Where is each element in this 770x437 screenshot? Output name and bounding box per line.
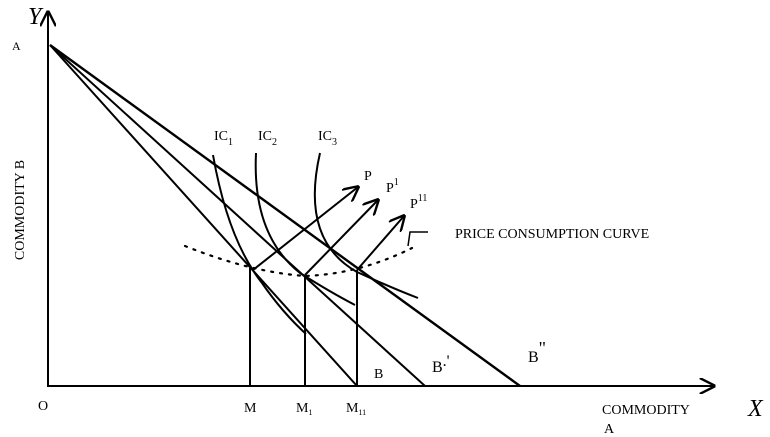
budget-line: [49, 44, 521, 387]
quantity-label: M: [244, 401, 257, 416]
curve-label: IC1: [214, 129, 233, 148]
quantity-label: M11: [346, 401, 366, 417]
origin-label: O: [38, 399, 48, 414]
y-axis-letter: Y: [28, 4, 44, 30]
budget-line: [49, 44, 426, 387]
curve-name: PRICE CONSUMPTION CURVE: [455, 227, 649, 242]
arrow: [252, 187, 358, 271]
arrow: [304, 200, 378, 276]
budget-label: B": [528, 338, 546, 366]
indifference-curve: [212, 154, 307, 335]
x-axis-letter: X: [747, 396, 764, 422]
leader-line: [407, 231, 428, 247]
x-axis-title: COMMODITY: [602, 403, 690, 418]
budget-label: B: [374, 367, 383, 382]
indifference-curve: [254, 152, 356, 306]
indifference-curve: [313, 152, 419, 299]
budget-label: B.': [432, 353, 450, 376]
point-label: A: [12, 39, 21, 53]
curve-label: IC3: [318, 129, 337, 148]
equilibrium-label: P11: [410, 193, 427, 212]
price-consumption-curve: [183, 244, 414, 278]
curve-label: IC2: [258, 129, 277, 148]
x-axis-title: A: [604, 422, 615, 437]
arrow: [356, 216, 404, 271]
equilibrium-label: P: [364, 169, 372, 184]
equilibrium-label: P1: [386, 177, 399, 196]
y-axis-title: COMMODITY B: [13, 160, 28, 260]
quantity-label: M1: [296, 401, 312, 417]
budget-line: [49, 44, 358, 387]
